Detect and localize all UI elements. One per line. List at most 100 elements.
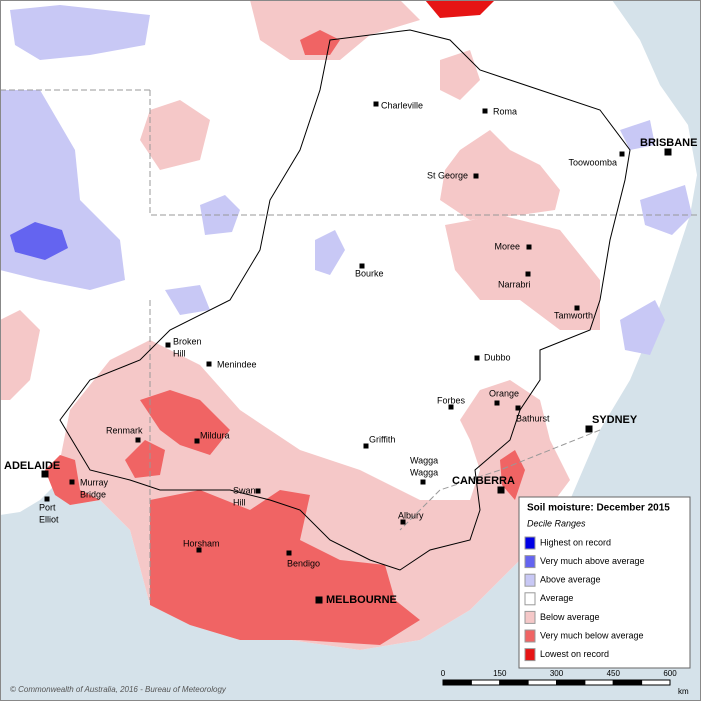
place-label: Broken (173, 336, 202, 346)
place-marker (255, 488, 261, 494)
place-label: Albury (398, 510, 424, 520)
scale-tick-label: 450 (607, 669, 621, 678)
basin-outline (59, 29, 631, 571)
place-marker (448, 404, 454, 410)
legend-label: Below average (540, 612, 600, 622)
place-label: Dubbo (484, 352, 511, 362)
place-marker (420, 479, 426, 485)
place-marker (526, 244, 532, 250)
place-marker (619, 151, 625, 157)
legend-label: Very much below average (540, 630, 644, 640)
scale-segment (527, 679, 557, 686)
place-label: SYDNEY (592, 414, 638, 426)
moisture-patch (300, 30, 340, 55)
moisture-patch (620, 120, 655, 150)
place-label: Bridge (80, 489, 106, 499)
scale-segment (470, 679, 501, 686)
place-label: Port (39, 502, 56, 512)
moisture-patch (620, 300, 665, 355)
moisture-patch (125, 440, 165, 478)
place-marker (196, 547, 202, 553)
place-label: Wagga (410, 467, 438, 477)
legend-label: Very much above average (540, 556, 645, 566)
place-label: Griffith (369, 434, 395, 444)
place-label: Wagga (410, 455, 438, 465)
place-label: Toowoomba (568, 157, 617, 167)
scale-segment (612, 679, 643, 686)
place-label: Bendigo (287, 558, 320, 568)
place-label: Murray (80, 477, 109, 487)
scale-tick-label: 150 (493, 669, 507, 678)
place-label: Hill (233, 497, 246, 507)
legend-label: Highest on record (540, 537, 611, 547)
place-marker (497, 486, 505, 494)
place-label: CANBERRA (452, 475, 515, 487)
place-marker (286, 550, 292, 556)
scale-segment (641, 679, 671, 686)
place-label: MELBOURNE (326, 594, 397, 606)
boundaries (0, 29, 700, 600)
place-marker (69, 479, 75, 485)
scale-tick-label: 300 (550, 669, 564, 678)
legend-swatch (524, 555, 536, 569)
moisture-patch (440, 50, 480, 100)
place-marker (474, 355, 480, 361)
moisture-patch (425, 0, 495, 18)
place-marker (494, 400, 500, 406)
place-marker (41, 470, 49, 478)
legend-box (518, 496, 691, 669)
place-marker (165, 342, 171, 348)
legend-swatch (524, 592, 536, 606)
place-label: Hill (173, 348, 186, 358)
moisture-patch (440, 130, 560, 220)
legend-items: Highest on record Very much above average… (524, 536, 645, 662)
place-label: Forbes (437, 395, 466, 405)
place-marker (206, 361, 212, 367)
place-marker (44, 496, 50, 502)
place-label: Bathurst (516, 413, 550, 423)
legend-swatch (524, 573, 536, 587)
place-marker (525, 271, 531, 277)
scale-tick-label: 600 (663, 669, 677, 678)
scale-segment (584, 679, 614, 686)
state-border (0, 89, 700, 600)
patches (0, 0, 692, 650)
place-marker (359, 263, 365, 269)
place-label: Tamworth (554, 310, 593, 320)
legend-label: Above average (540, 575, 601, 585)
moisture-patch (250, 0, 420, 60)
moisture-patch (140, 100, 210, 170)
place-label: BRISBANE (640, 137, 697, 149)
moisture-patch (150, 490, 420, 645)
moisture-patch (10, 222, 68, 260)
scale-tick-label: 0 (441, 669, 446, 678)
place-marker (363, 443, 369, 449)
place-marker (515, 405, 521, 411)
legend-swatch (524, 536, 536, 550)
moisture-patch (445, 215, 600, 330)
moisture-patch (140, 390, 230, 455)
places: Charleville Roma Toowoomba BRISBANE St Georg… (4, 100, 697, 606)
moisture-patch (640, 185, 692, 235)
credit: © Commonwealth of Australia, 2016 - Bure… (10, 685, 227, 694)
moisture-patch (315, 230, 345, 275)
legend-title: Soil moisture: December 2015 (527, 503, 670, 514)
place-marker (664, 148, 672, 156)
place-marker (574, 305, 580, 311)
place-marker (194, 438, 200, 444)
place-label: Renmark (106, 425, 143, 435)
legend-swatch (524, 629, 536, 643)
place-label: Bourke (355, 268, 384, 278)
scale-segment (442, 679, 472, 686)
place-marker (482, 108, 488, 114)
place-label: Swan (233, 485, 256, 495)
place-label: Elliot (39, 514, 59, 524)
place-label: Moree (494, 241, 520, 251)
moisture-patch (165, 285, 210, 315)
scale-unit: km (678, 687, 689, 696)
place-marker (135, 437, 141, 443)
place-label: Charleville (381, 100, 423, 110)
